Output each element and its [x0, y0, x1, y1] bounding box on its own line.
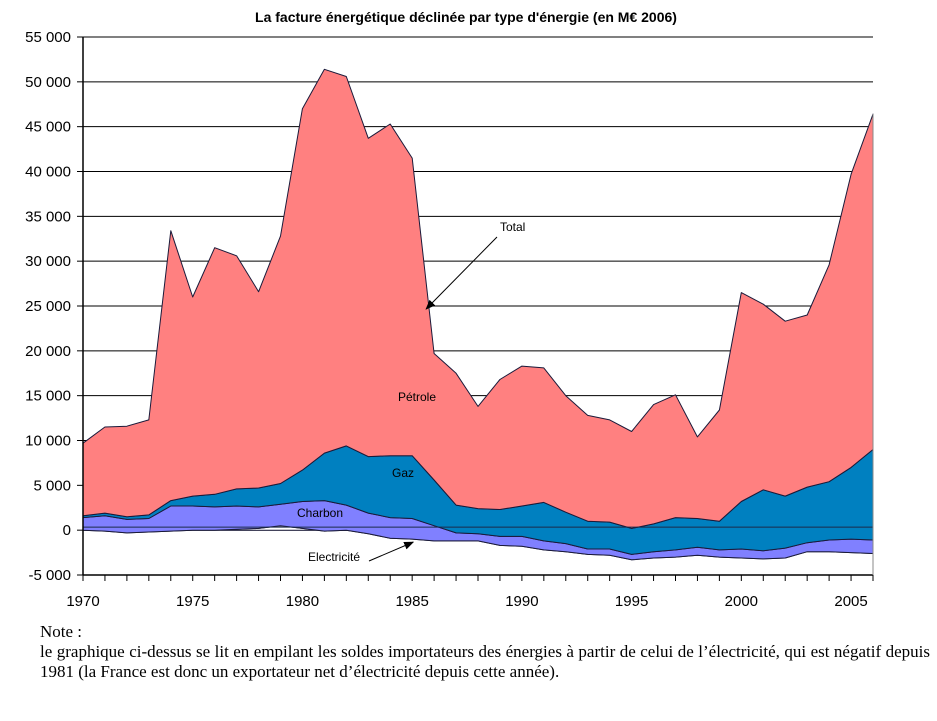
note-title: Note : — [40, 622, 83, 641]
annotation-total-arrow — [425, 236, 498, 310]
x-tick-label: 1990 — [505, 593, 538, 610]
note: Note : le graphique ci-dessus se lit en … — [40, 622, 930, 682]
y-tick-label: 55 000 — [25, 29, 71, 46]
annotation-petrole: Pétrole — [398, 390, 436, 404]
annotation-gaz: Gaz — [392, 466, 414, 480]
y-tick-label: 45 000 — [25, 119, 71, 136]
y-axis-ticks: -5 000 0 5 000 10 000 15 000 20 000 25 000 30 0… — [25, 29, 83, 584]
chart-title: La facture énergétique déclinée par type… — [255, 9, 677, 25]
annotation-electricite-arrow — [368, 541, 415, 562]
annotations: Total Pétrole Gaz Charbon Electricité — [297, 220, 525, 564]
y-tick-label: 25 000 — [25, 298, 71, 315]
y-tick-label: 15 000 — [25, 388, 71, 405]
x-tick-label: 1970 — [66, 593, 99, 610]
annotation-electricite: Electricité — [308, 550, 360, 564]
x-tick-label: 1980 — [286, 593, 319, 610]
x-axis-ticks: 1970 1975 1980 1985 1990 1995 2000 2005 — [66, 575, 874, 610]
stacked-area-chart: La facture énergétique déclinée par type… — [25, 9, 874, 610]
y-tick-label: 20 000 — [25, 343, 71, 360]
y-tick-label: 5 000 — [33, 477, 71, 494]
x-tick-label: 2000 — [725, 593, 758, 610]
area-ptrole — [82, 68, 874, 529]
y-tick-label: -5 000 — [28, 567, 71, 584]
note-body: le graphique ci-dessus se lit en empilan… — [40, 642, 930, 681]
annotation-charbon: Charbon — [297, 506, 343, 520]
x-tick-label: 1995 — [615, 593, 648, 610]
annotation-total: Total — [500, 220, 525, 234]
x-tick-label: 1985 — [395, 593, 428, 610]
series-areas — [82, 68, 874, 561]
y-tick-label: 10 000 — [25, 433, 71, 450]
x-tick-label: 1975 — [176, 593, 209, 610]
y-tick-label: 0 — [63, 522, 71, 539]
y-tick-label: 30 000 — [25, 253, 71, 270]
y-tick-label: 35 000 — [25, 208, 71, 225]
y-tick-label: 40 000 — [25, 164, 71, 181]
y-tick-label: 50 000 — [25, 74, 71, 91]
x-tick-label: 2005 — [834, 593, 867, 610]
